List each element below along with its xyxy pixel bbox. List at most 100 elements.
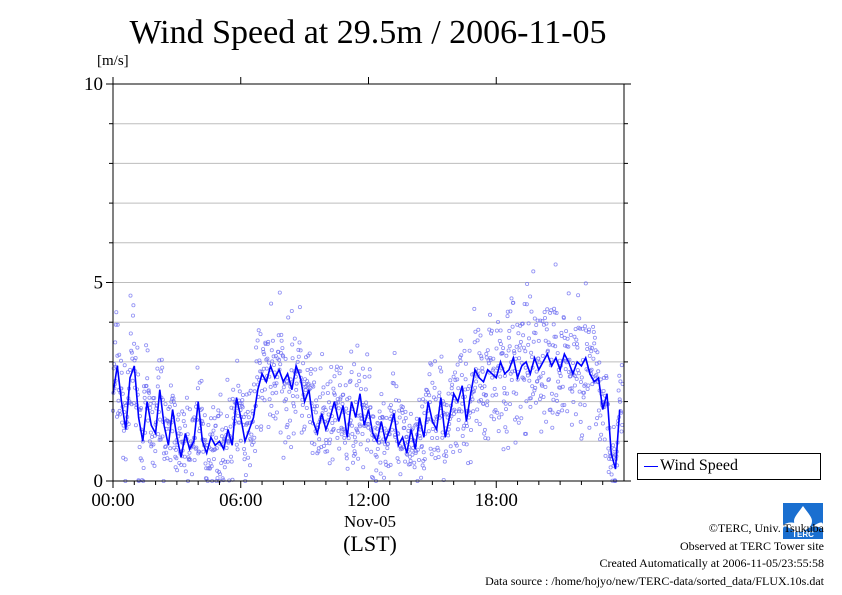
wind-speed-point [388,403,393,408]
wind-speed-point [290,393,295,398]
wind-speed-point [479,354,484,359]
wind-speed-point [354,428,359,433]
wind-speed-point [330,457,335,462]
wind-speed-point [360,366,365,371]
wind-speed-point [240,392,245,397]
wind-speed-point [208,416,213,421]
legend: Wind Speed [637,453,821,480]
wind-speed-point [568,332,573,337]
wind-speed-point [454,443,459,448]
wind-speed-point [587,353,592,358]
wind-speed-point [286,315,291,320]
wind-speed-point [313,367,318,372]
wind-speed-point [513,440,518,445]
wind-speed-point [289,445,294,450]
wind-speed-point [536,356,541,361]
wind-speed-point [478,333,483,338]
wind-speed-point [291,431,296,436]
wind-speed-point [327,441,332,446]
wind-speed-point [514,415,519,420]
wind-speed-point [599,432,604,437]
wind-speed-point [273,353,278,358]
wind-speed-point [429,362,434,367]
wind-speed-point [396,459,401,464]
wind-speed-point [578,326,583,331]
wind-speed-point [427,372,432,377]
wind-speed-point [269,348,274,353]
wind-speed-point [407,423,412,428]
wind-speed-point [181,419,186,424]
wind-speed-point [144,343,149,348]
wind-speed-point [588,345,593,350]
wind-speed-point [240,398,245,403]
wind-speed-point [334,364,339,369]
wind-speed-point [537,397,542,402]
wind-speed-point [504,353,509,358]
wind-speed-point [524,399,529,404]
wind-speed-point [442,459,447,464]
wind-speed-point [352,435,357,440]
wind-speed-point [544,321,549,326]
wind-speed-point [554,393,559,398]
wind-speed-point [420,397,425,402]
wind-speed-point [559,333,564,338]
wind-speed-point [145,376,150,381]
wind-speed-point [328,437,333,442]
wind-speed-point [502,391,507,396]
wind-speed-point [119,370,124,375]
wind-speed-point [172,440,177,445]
wind-speed-point [291,404,296,409]
wind-speed-point [224,445,229,450]
wind-speed-point [164,450,169,455]
wind-speed-point [452,370,457,375]
wind-speed-point [278,350,283,355]
wind-speed-point [397,415,402,420]
wind-speed-point [555,351,560,356]
wind-speed-point [595,416,600,421]
wind-speed-point [311,384,316,389]
wind-speed-point [417,433,422,438]
wind-speed-point [471,409,476,414]
wind-speed-point [274,390,279,395]
wind-speed-point [130,378,135,383]
wind-speed-point [246,415,251,420]
wind-speed-point [432,359,437,364]
wind-speed-point [505,309,510,314]
wind-speed-point [256,328,261,333]
wind-speed-point [113,340,118,345]
wind-speed-point [473,385,478,390]
wind-speed-point [551,322,556,327]
wind-speed-point [296,347,301,352]
wind-speed-point [511,300,516,305]
wind-speed-point [451,449,456,454]
wind-speed-point [341,392,346,397]
wind-speed-point [509,296,514,301]
wind-speed-point [156,375,161,380]
wind-speed-point [442,453,447,458]
wind-speed-point [551,397,556,402]
wind-speed-point [438,365,443,370]
wind-speed-point [490,393,495,398]
wind-speed-point [560,408,565,413]
wind-speed-point [539,429,544,434]
wind-speed-point [326,400,331,405]
wind-speed-point [459,409,464,414]
wind-speed-point [314,404,319,409]
wind-speed-point [242,457,247,462]
wind-speed-point [355,343,360,348]
wind-speed-point [533,400,538,405]
wind-speed-point [210,432,215,437]
wind-speed-point [148,401,153,406]
wind-speed-point [423,399,428,404]
wind-speed-point [441,477,446,482]
wind-speed-point [384,415,389,420]
wind-speed-point [617,397,622,402]
wind-speed-point [609,472,614,477]
wind-speed-point [355,430,360,435]
wind-speed-point [455,377,460,382]
wind-speed-point [392,350,397,355]
wind-speed-point [344,452,349,457]
wind-speed-point [176,412,181,417]
wind-speed-point [369,449,374,454]
wind-speed-point [260,395,265,400]
